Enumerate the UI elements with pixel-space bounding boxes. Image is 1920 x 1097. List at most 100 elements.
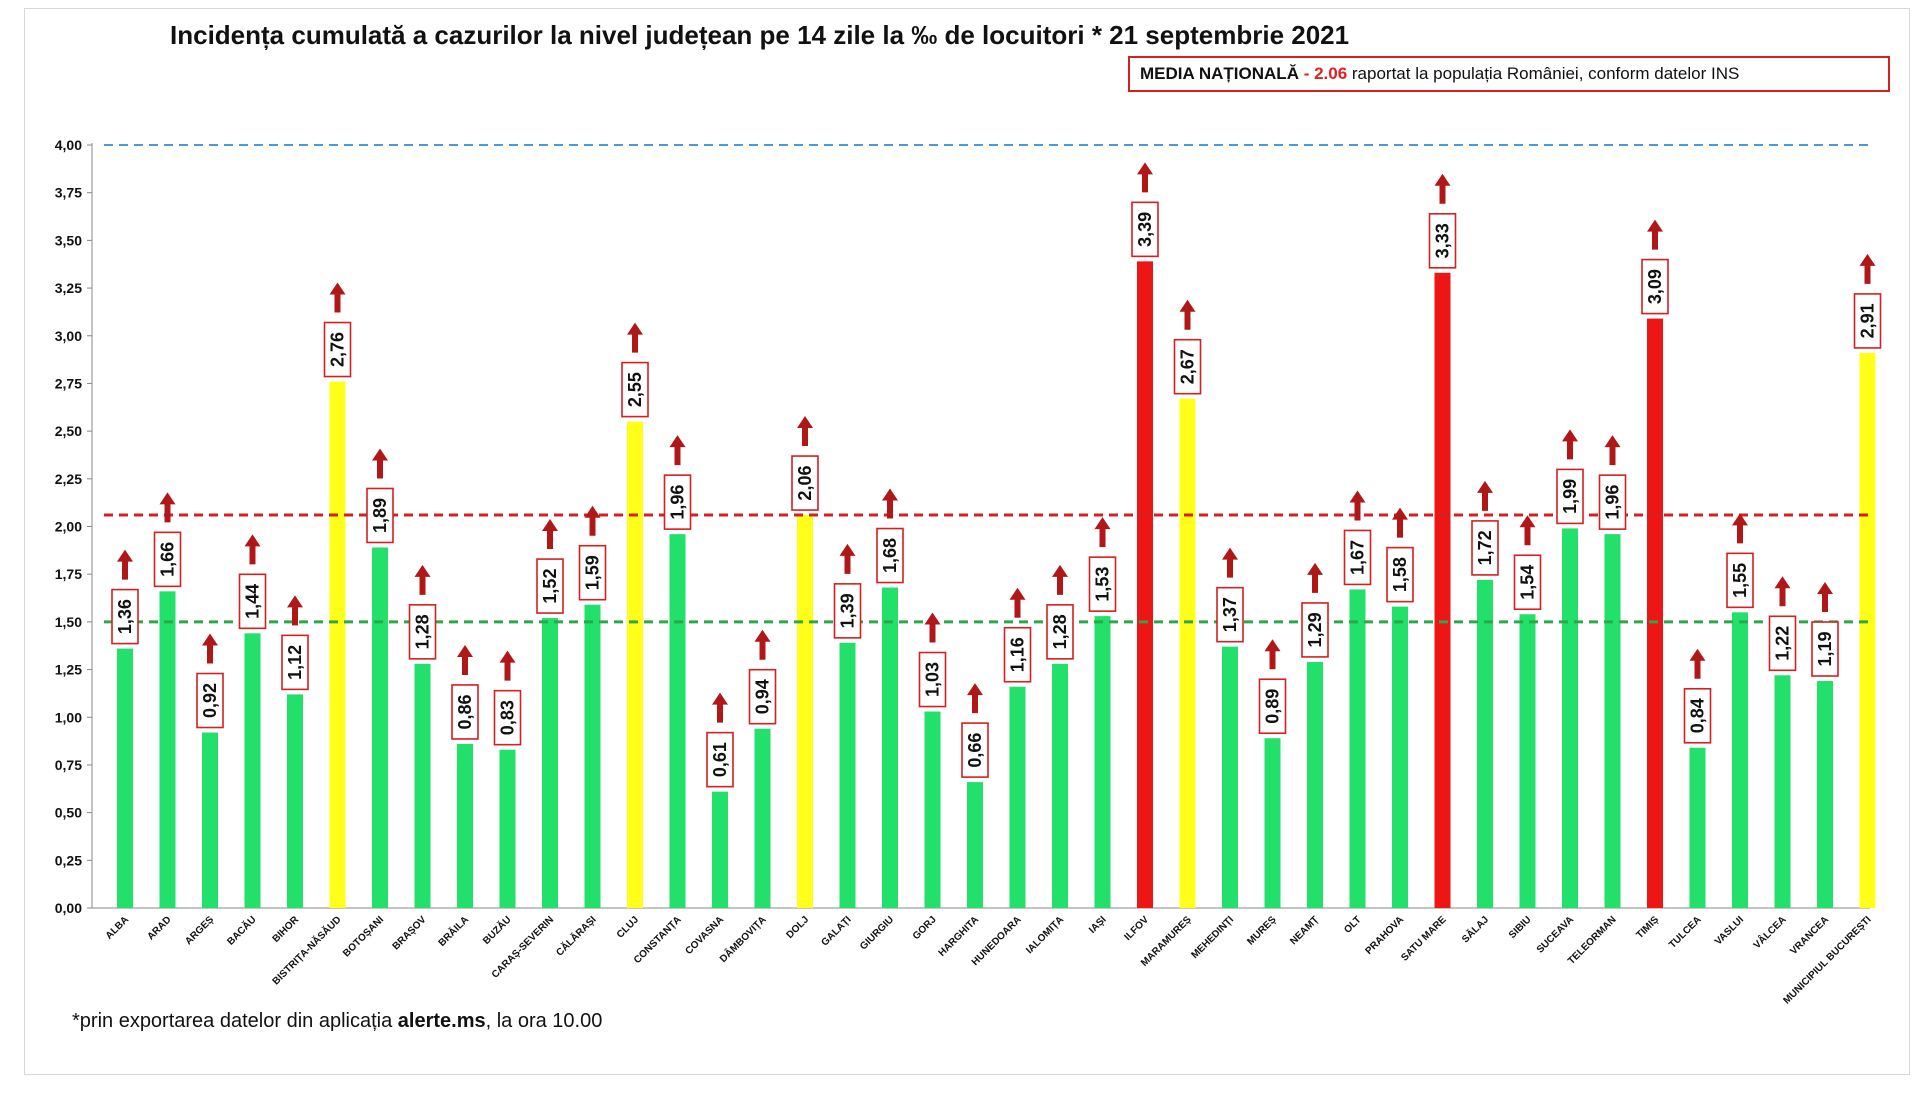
bar [1817, 681, 1833, 908]
footnote-text-after: , la ora 10.00 [485, 1010, 603, 1032]
data-label: 0,94 [753, 679, 773, 714]
bar [159, 591, 176, 908]
data-label-box [1726, 552, 1754, 609]
x-tick-label: GALAȚI [820, 914, 854, 948]
data-label: 1,36 [115, 599, 135, 634]
x-tick-label: BRĂILA [435, 913, 471, 949]
bar [754, 728, 771, 908]
trend-up-arrow-icon [372, 448, 388, 479]
data-label-box [918, 651, 947, 708]
trend-up-arrow-icon [1647, 219, 1663, 250]
trend-up-arrow-icon [159, 492, 176, 523]
x-tick-label: MUREȘ [1245, 914, 1279, 948]
data-label: 1,03 [923, 662, 943, 697]
data-label-box [663, 474, 692, 530]
x-tick-label: SIBIU [1507, 914, 1534, 941]
footnote-app-name: alerte.ms [397, 1010, 486, 1032]
bar [1349, 589, 1366, 908]
national-average-box: MEDIA NAȚIONALĂ - 2.06 raportat la popul… [1128, 56, 1890, 92]
trend-up-arrow-icon [1307, 562, 1323, 593]
data-label-box [706, 731, 734, 788]
trend-up-arrow-icon [1689, 648, 1706, 679]
data-label-box [1471, 520, 1499, 576]
trend-up-arrow-icon [329, 282, 346, 313]
trend-up-arrow-icon [1774, 576, 1791, 607]
bar [839, 642, 856, 908]
data-label-box [536, 558, 564, 614]
trend-up-arrow-icon [414, 564, 431, 595]
data-label: 1,28 [413, 614, 433, 649]
trend-up-arrow-icon [754, 629, 771, 660]
data-label: 1,22 [1773, 626, 1793, 661]
data-label: 0,66 [965, 733, 985, 768]
bar [1689, 747, 1706, 908]
data-label: 1,39 [838, 593, 858, 628]
x-tick-label: BRAȘOV [391, 914, 429, 952]
trend-up-arrow-icon [1222, 547, 1238, 578]
data-label: 2,76 [328, 332, 348, 367]
trend-arrows [117, 162, 1876, 723]
x-tick-label: MEHEDINȚI [1189, 914, 1236, 961]
data-label-box [1088, 556, 1117, 612]
data-label: 0,89 [1263, 689, 1283, 724]
data-label-box [153, 531, 182, 588]
bar [287, 694, 303, 908]
data-label-box [1173, 338, 1202, 395]
x-tick-label: COVASNA [684, 914, 727, 957]
bar [882, 587, 898, 908]
data-label-box [1598, 474, 1627, 530]
x-tick-label: TIMIȘ [1634, 914, 1661, 941]
data-label: 0,84 [1688, 698, 1708, 733]
data-label: 1,66 [158, 542, 178, 577]
x-tick-label: BUZĂU [480, 913, 514, 947]
trend-up-arrow-icon [1732, 513, 1748, 544]
bar [1264, 738, 1281, 908]
data-label-box [1683, 687, 1712, 744]
y-tick-label: 2,25 [55, 471, 82, 487]
trend-up-arrow-icon [627, 322, 643, 353]
data-label-box [1428, 213, 1457, 269]
data-label-box [876, 527, 904, 584]
x-tick-label: IAȘI [1087, 914, 1109, 936]
x-tick-label: SUCEAVA [1535, 914, 1576, 955]
bar [1009, 686, 1026, 908]
data-label: 3,39 [1135, 212, 1155, 247]
y-tick-label: 1,00 [55, 709, 82, 725]
data-label-box [1513, 554, 1542, 611]
data-label: 1,16 [1008, 637, 1028, 672]
y-tick-label: 0,25 [55, 852, 82, 868]
trend-up-arrow-icon [1562, 429, 1578, 460]
bar [1519, 614, 1536, 908]
data-label: 1,99 [1560, 479, 1580, 514]
data-label: 1,19 [1815, 631, 1835, 666]
data-label-box [196, 672, 224, 729]
trend-up-arrow-icon [882, 488, 898, 519]
data-label-box [1853, 293, 1882, 349]
data-label-box [1556, 468, 1584, 525]
bar [499, 749, 516, 908]
data-label-box [1386, 546, 1414, 603]
data-label: 1,55 [1730, 563, 1750, 598]
footnote: *prin exportarea datelor din aplicația a… [72, 1010, 602, 1033]
data-label: 0,86 [455, 694, 475, 729]
data-label-box [281, 634, 309, 691]
bar [244, 633, 261, 908]
data-label: 1,44 [243, 584, 263, 619]
y-tick-label: 3,00 [55, 328, 82, 344]
y-tick-label: 0,00 [55, 900, 82, 916]
y-tick-label: 3,75 [55, 185, 82, 201]
y-axis: 0,00 0,25 0,50 0,75 1,00 1,25 1,50 1,75 2,00 2,25… [55, 137, 1870, 916]
data-label: 1,37 [1220, 597, 1240, 632]
y-tick-label: 1,50 [55, 614, 82, 630]
data-label-box [833, 583, 862, 639]
x-tick-label: OLT [1342, 914, 1363, 935]
data-label-box [238, 573, 267, 630]
y-tick-label: 1,75 [55, 566, 82, 582]
national-average-dash: - [1298, 64, 1315, 83]
trend-up-arrow-icon [1519, 515, 1536, 546]
trend-up-arrow-icon [712, 692, 728, 723]
trend-up-arrow-icon [1137, 162, 1153, 193]
trend-up-arrow-icon [924, 612, 941, 643]
footnote-text-before: *prin exportarea datelor din aplicația [72, 1010, 398, 1032]
